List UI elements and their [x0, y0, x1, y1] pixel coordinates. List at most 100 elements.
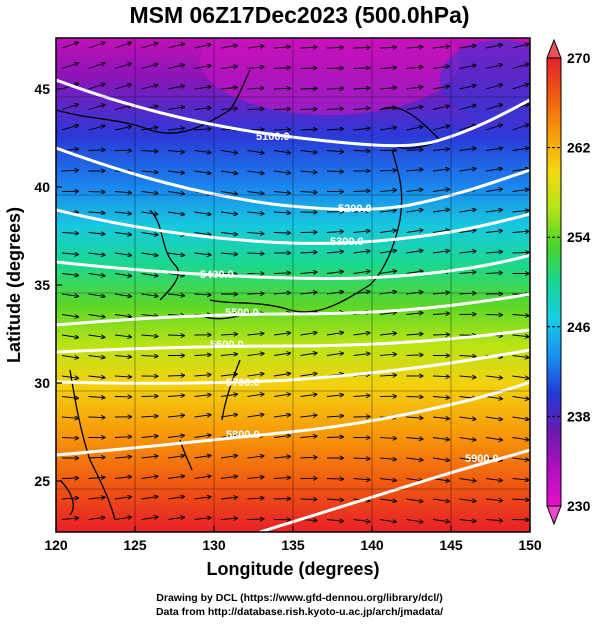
wind-arrow [300, 47, 317, 48]
contour-label: 5700.0 [226, 377, 260, 389]
colorbar-max-arrow [546, 38, 562, 59]
wind-arrow [432, 66, 449, 69]
wind-arrow [326, 353, 343, 356]
wind-arrow [432, 230, 449, 233]
wind-arrow [485, 416, 502, 419]
wind-arrow [432, 376, 449, 377]
wind-arrow [406, 150, 423, 151]
wind-arrow [379, 312, 396, 314]
wind-arrow [300, 192, 317, 193]
wind-arrow [220, 476, 237, 478]
wind-arrow [167, 335, 184, 336]
wind-arrow [326, 251, 343, 253]
wind-arrow [406, 498, 423, 501]
wind-arrow [406, 397, 423, 398]
wind-arrow [300, 68, 317, 69]
wind-arrow [88, 43, 105, 49]
wind-arrow [220, 170, 237, 173]
wind-arrow [141, 85, 158, 90]
wind-arrow [353, 108, 370, 109]
wind-arrow [247, 394, 264, 397]
wind-arrow [88, 497, 105, 499]
wind-arrow [88, 314, 105, 317]
wind-arrow [194, 518, 211, 520]
wind-arrow [406, 271, 423, 274]
wind-arrow [194, 253, 211, 255]
wind-arrow [326, 171, 343, 172]
wind-arrow [141, 335, 158, 336]
wind-arrow [326, 129, 343, 130]
x-axis: 120 125 130 135 140 145 150 [44, 526, 542, 553]
wind-arrow [141, 476, 158, 478]
wind-arrow [167, 435, 184, 437]
wind-arrow [459, 376, 476, 377]
wind-arrow [220, 150, 237, 153]
wind-arrow [353, 333, 370, 336]
wind-arrow [379, 354, 396, 355]
wind-arrow [353, 354, 370, 356]
y-tick-label: 40 [34, 179, 50, 195]
wind-arrow [512, 210, 529, 212]
wind-arrow [459, 520, 476, 522]
wind-arrow [459, 272, 476, 273]
wind-arrow [273, 273, 290, 274]
wind-arrow [247, 498, 264, 499]
wind-arrow [88, 293, 105, 296]
y-tick-label: 30 [34, 375, 50, 391]
wind-arrow [141, 151, 158, 152]
wind-arrow [432, 169, 449, 171]
wind-arrow [194, 151, 211, 153]
wind-arrow [432, 251, 449, 254]
contour-label: 5800.0 [226, 429, 260, 441]
wind-arrow [220, 374, 237, 376]
wind-arrow [379, 88, 396, 89]
wind-arrow [247, 67, 264, 68]
wind-arrow [432, 210, 449, 213]
wind-arrow [273, 415, 290, 417]
wind-arrow [247, 353, 264, 355]
wind-arrow [300, 394, 317, 396]
height-contours [56, 78, 530, 532]
wind-arrow [485, 396, 502, 399]
x-tick-label: 120 [44, 537, 68, 553]
wind-arrow [406, 127, 423, 131]
wind-arrow [61, 355, 78, 358]
wind-arrow [512, 416, 529, 419]
wind-arrow [88, 212, 105, 213]
wind-arrow [61, 294, 78, 296]
wind-arrow [273, 129, 290, 130]
wind-arrow [194, 233, 211, 235]
wind-arrow [273, 478, 290, 479]
wind-arrow [61, 498, 78, 499]
wind-vectors [61, 43, 529, 522]
wind-arrow [247, 88, 264, 89]
wind-arrow [485, 231, 502, 233]
wind-arrow [512, 125, 529, 131]
wind-arrow [88, 253, 105, 255]
wind-arrow [406, 67, 423, 69]
wind-arrow [485, 169, 502, 172]
wind-arrow [300, 88, 317, 89]
wind-arrow [485, 437, 502, 440]
wind-arrow [247, 333, 264, 335]
wind-arrow [459, 105, 476, 110]
wind-arrow [379, 251, 396, 254]
wind-arrow [459, 478, 476, 481]
wind-arrow [459, 169, 476, 172]
wind-arrow [220, 274, 237, 275]
plot-area: 5100.0 5200.0 5300.0 5400.0 5500.0 5600.… [56, 38, 530, 532]
wind-arrow [220, 456, 237, 459]
wind-arrow [300, 457, 317, 458]
wind-arrow [167, 151, 184, 153]
x-tick-label: 135 [281, 537, 305, 553]
wind-arrow [326, 333, 343, 336]
wind-arrow [353, 191, 370, 192]
wind-arrow [379, 271, 396, 274]
wind-arrow [141, 212, 158, 214]
wind-arrow [220, 87, 237, 89]
wind-arrow [459, 251, 476, 253]
wind-arrow [459, 437, 476, 440]
wind-arrow [379, 458, 396, 459]
wind-arrow [326, 395, 343, 397]
wind-arrow [61, 104, 78, 110]
